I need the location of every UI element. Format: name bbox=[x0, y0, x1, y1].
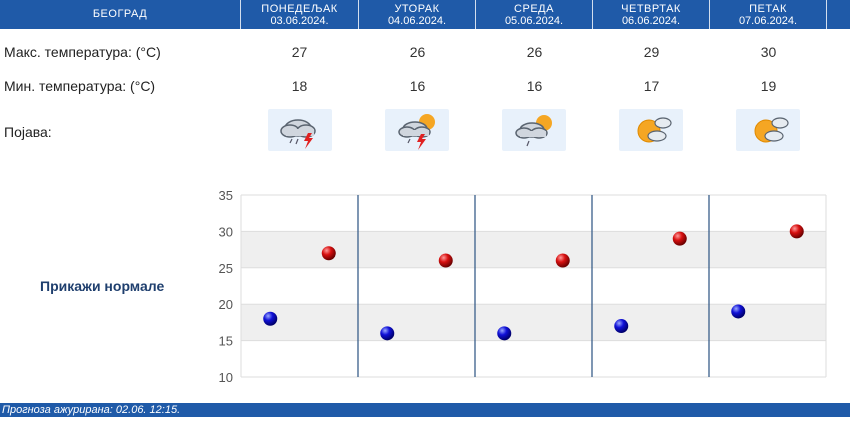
min-temperature-label: Мин. температура: (°C) bbox=[4, 78, 156, 94]
day-header-1: ПОНЕДЕЉАК 03.06.2024. bbox=[241, 0, 358, 29]
header-separator bbox=[475, 0, 476, 29]
header-separator bbox=[592, 0, 593, 29]
header-separator bbox=[826, 0, 827, 29]
day-name: ПОНЕДЕЉАК bbox=[261, 3, 338, 15]
y-tick-label: 25 bbox=[219, 261, 233, 276]
day-name: УТОРАК bbox=[394, 3, 440, 15]
max-temperature-point[interactable] bbox=[789, 224, 804, 239]
min-temperature-value: 16 bbox=[409, 78, 426, 94]
chart-band bbox=[241, 304, 826, 341]
max-temperature-value: 27 bbox=[291, 44, 308, 60]
max-temperature-point[interactable] bbox=[555, 253, 570, 268]
min-temperature-point[interactable] bbox=[497, 326, 512, 341]
sun-behind-cloud-icon bbox=[619, 109, 683, 151]
forecast-updated-text: Прогноза ажурирана: 02.06. 12:15. bbox=[2, 404, 181, 416]
day-header-4: ЧЕТВРТАК 06.06.2024. bbox=[593, 0, 709, 29]
forecast-header: БЕОГРАД ПОНЕДЕЉАК 03.06.2024. УТОРАК 04.… bbox=[0, 0, 850, 29]
day-date: 03.06.2024. bbox=[270, 15, 329, 27]
day-name: СРЕДА bbox=[514, 3, 554, 15]
max-temperature-value: 26 bbox=[409, 44, 426, 60]
day-name: ПЕТАК bbox=[749, 3, 787, 15]
max-temperature-point[interactable] bbox=[672, 231, 687, 246]
day-date: 05.06.2024. bbox=[504, 15, 564, 27]
chart-band bbox=[241, 231, 826, 268]
min-temperature-point[interactable] bbox=[263, 311, 278, 326]
day-header-3: СРЕДА 05.06.2024. bbox=[476, 0, 592, 29]
cloud-thunderstorm-rain-icon bbox=[268, 109, 332, 151]
min-temperature-value: 16 bbox=[526, 78, 543, 94]
phenomenon-label: Појава: bbox=[4, 124, 52, 140]
max-temperature-value: 26 bbox=[526, 44, 543, 60]
min-temperature-value: 18 bbox=[291, 78, 308, 94]
header-separator bbox=[240, 0, 241, 29]
max-temperature-value: 29 bbox=[643, 44, 660, 60]
y-tick-label: 15 bbox=[219, 334, 233, 349]
show-normals-link[interactable]: Прикажи нормале bbox=[40, 278, 165, 294]
header-separator bbox=[358, 0, 359, 29]
max-temperature-value: 30 bbox=[760, 44, 777, 60]
day-date: 06.06.2024. bbox=[621, 15, 681, 27]
min-temperature-point[interactable] bbox=[380, 326, 395, 341]
min-temperature-point[interactable] bbox=[731, 304, 746, 319]
y-tick-label: 20 bbox=[219, 297, 233, 312]
min-temperature-value: 17 bbox=[643, 78, 660, 94]
y-tick-label: 30 bbox=[219, 224, 233, 239]
day-name: ЧЕТВРТАК bbox=[621, 3, 681, 15]
min-temperature-point[interactable] bbox=[614, 319, 629, 334]
max-temperature-point[interactable] bbox=[321, 246, 336, 261]
forecast-updated-bar: Прогноза ажурирана: 02.06. 12:15. bbox=[0, 403, 850, 417]
partly-cloudy-thunderstorm-icon bbox=[385, 109, 449, 151]
sun-behind-cloud-icon bbox=[736, 109, 800, 151]
day-header-2: УТОРАК 04.06.2024. bbox=[359, 0, 475, 29]
day-header-5: ПЕТАК 07.06.2024. bbox=[710, 0, 826, 29]
y-tick-label: 10 bbox=[219, 370, 233, 385]
temperature-chart: 35 30 25 20 15 10 bbox=[219, 188, 827, 385]
max-temperature-point[interactable] bbox=[438, 253, 453, 268]
city-name: БЕОГРАД bbox=[92, 8, 148, 20]
min-temperature-value: 19 bbox=[760, 78, 777, 94]
day-date: 04.06.2024. bbox=[387, 15, 447, 27]
max-temperature-label: Макс. температура: (°C) bbox=[4, 44, 161, 60]
y-tick-label: 35 bbox=[219, 188, 233, 203]
partly-cloudy-shower-icon bbox=[502, 109, 566, 151]
day-date: 07.06.2024. bbox=[738, 15, 798, 27]
header-separator bbox=[709, 0, 710, 29]
